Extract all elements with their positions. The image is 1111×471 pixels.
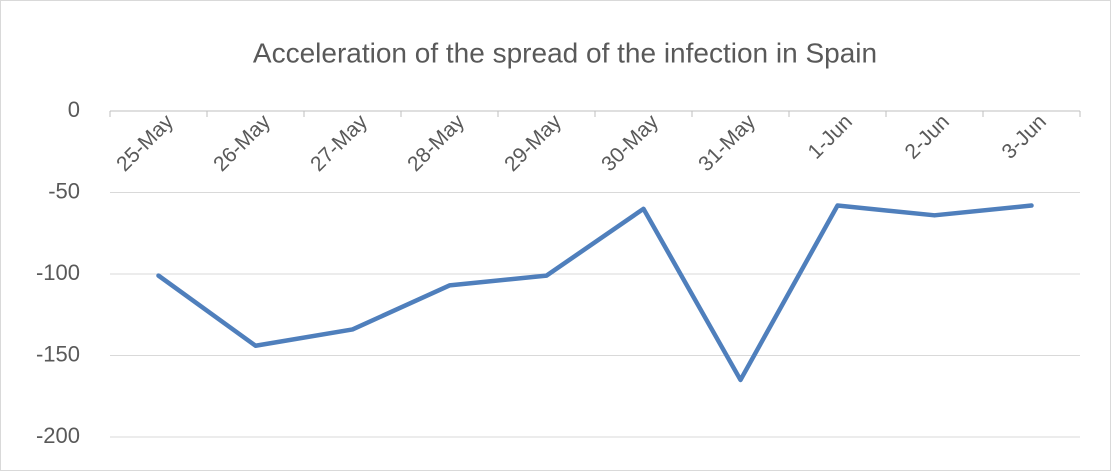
y-tick-label: -200 <box>36 423 80 448</box>
y-tick-label: -50 <box>48 178 80 203</box>
chart-title: Acceleration of the spread of the infect… <box>253 37 877 68</box>
data-line <box>156 203 1034 383</box>
y-tick-label: -150 <box>36 341 80 366</box>
y-tick-label: 0 <box>68 97 80 122</box>
y-tick-label: -100 <box>36 260 80 285</box>
